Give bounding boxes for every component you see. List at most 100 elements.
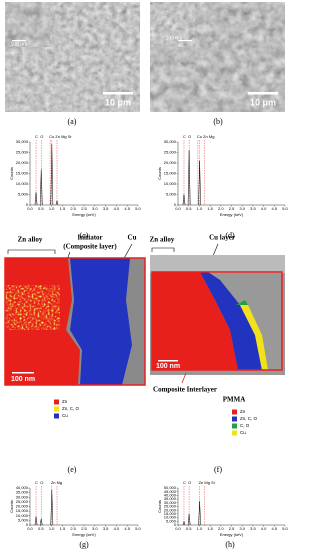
panel-label: (h) [225,540,235,549]
legend-swatch [54,406,59,412]
x-tick-label: 3.0 [239,206,245,211]
y-tick-label: 15,000 [164,171,177,176]
bracket [151,247,175,252]
zno-region [200,272,262,370]
x-tick-label: 0.0 [27,526,33,531]
legend-label: Zn [240,409,246,414]
y-tick-label: 0 [26,522,29,527]
legend-swatch [54,399,59,405]
y-tick-label: 5,000 [166,192,177,197]
x-tick-label: 4.0 [261,526,267,531]
y-axis-label: Counts [9,167,14,180]
x-tick-label: 1.0 [49,206,55,211]
inset-scale: 100 nm [11,41,28,47]
element-label: Cu Zn Mg [197,134,215,139]
annotation: (Composite layer) [63,243,117,251]
legend-swatch [232,409,237,415]
sem-a: 100 nm 10 μm (a) [4,1,140,126]
x-tick-label: 0.0 [27,206,33,211]
x-tick-label: 0.5 [38,206,44,211]
x-axis-label: Energy (keV) [72,532,96,537]
x-tick-label: 2.5 [81,206,87,211]
x-tick-label: 2.0 [70,206,76,211]
x-tick-label: 3.0 [239,526,245,531]
y-tick-label: 15,000 [16,508,29,513]
inset-scale: 100 nm [166,35,183,41]
panel-label: (a) [68,117,77,126]
y-tick-label: 30,000 [16,494,29,499]
inset [149,1,196,48]
x-tick-label: 4.0 [261,206,267,211]
legend-swatch [232,430,237,436]
x-tick-label: 4.5 [272,526,278,531]
y-tick-label: 40,000 [164,492,177,497]
scale-bar [12,372,34,374]
peak [50,489,54,526]
legend-label: Cu [240,430,246,435]
zn-region [152,272,238,370]
panel-label: (f) [214,465,222,474]
x-tick-label: 1.0 [197,526,203,531]
y-tick-label: 40,000 [16,485,29,490]
scale-label: 10 μm [250,97,276,107]
x-tick-label: 5.0 [135,526,141,531]
y-tick-label: 5,000 [18,517,29,522]
scale-bar [103,92,133,95]
x-tick-label: 2.0 [70,526,76,531]
peak [198,501,201,526]
y-tick-label: 30,000 [16,139,29,144]
peak [187,150,191,206]
peak [39,518,43,526]
axes [29,488,138,526]
cu-region [240,305,268,370]
annotation: Cu [128,234,137,242]
y-axis-label: Counts [157,500,162,513]
y-tick-label: 0 [174,522,177,527]
peak [55,200,59,206]
element-label: C [183,480,186,485]
x-tick-label: 2.0 [218,526,224,531]
map-f: Zn alloy Cu layer 100 nm ​ Composite Int… [150,234,285,474]
y-tick-label: 10,000 [164,515,177,520]
annotation: Zn alloy [18,236,43,244]
y-tick-label: 50,000 [164,485,177,490]
x-tick-label: 1.5 [207,526,213,531]
peak [198,160,201,206]
x-tick-label: 5.0 [135,206,141,211]
x-tick-label: 3.5 [250,206,256,211]
y-tick-label: 20,000 [164,160,177,165]
y-tick-label: 10,000 [164,181,177,186]
element-label: O [40,480,43,485]
x-tick-label: 2.5 [229,206,235,211]
scale-bar [248,92,278,95]
legend: Zn Zn, C, O Cu [54,399,80,419]
sem-b: 100 nm 10 μm (b) [149,1,285,126]
x-tick-label: 3.5 [103,206,109,211]
y-tick-label: 0 [26,202,29,207]
y-tick-label: 20,000 [16,160,29,165]
x-tick-label: 5.0 [282,526,288,531]
element-label: O [188,134,191,139]
y-tick-label: 20,000 [164,507,177,512]
peak [182,194,186,206]
y-tick-label: 15,000 [164,511,177,516]
x-axis-label: Energy (keV) [72,212,96,217]
y-tick-label: 5,000 [166,518,177,523]
y-tick-label: 25,000 [164,504,177,509]
x-tick-label: 4.5 [124,526,130,531]
legend: Zn Zn, C, O C, O Cu [232,409,258,436]
legend-label: Cu [62,413,68,418]
x-tick-label: 1.5 [60,526,66,531]
x-tick-label: 0.0 [175,526,181,531]
x-tick-label: 4.0 [114,206,120,211]
legend-label: Zn, C, O [240,416,258,421]
panel-label: (d) [225,231,235,240]
legend-label: Zn [62,399,68,404]
inset [4,1,51,48]
map-frame [151,271,283,371]
annotation: PMMA [223,396,246,404]
legend-label: C, O [240,423,250,428]
y-axis-label: Counts [9,500,14,513]
x-tick-label: 0.5 [38,526,44,531]
